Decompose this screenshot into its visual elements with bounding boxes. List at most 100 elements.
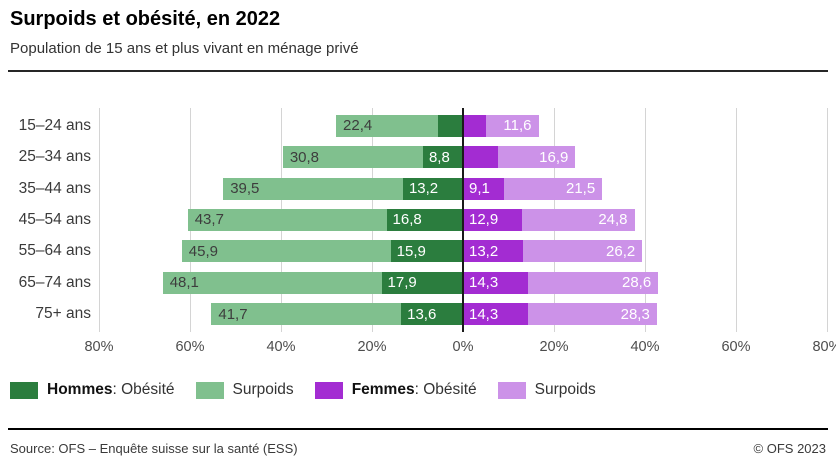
bar-value-label: 28,3 [620, 305, 650, 323]
bar-row: 48,1 17,9 14,3 28,6 [99, 267, 827, 298]
x-tick-label: 0% [452, 339, 474, 355]
bar-value-label: 41,7 [218, 305, 248, 323]
bar-hommes-obesite: 13,2 [402, 177, 463, 200]
bar-value-label: 11,6 [503, 117, 532, 135]
legend-swatch-femmes-surpoids-icon [497, 381, 526, 399]
bar-hommes-obesite: 8,8 [422, 146, 463, 169]
bar-hommes-surpoids: 41,7 [211, 303, 402, 326]
bar-row: 45,9 15,9 13,2 26,2 [99, 236, 827, 267]
gridline [98, 108, 100, 332]
bar-hommes-obesite: 15,9 [390, 240, 463, 263]
bar-rows: 22,4 11,6 30,8 8,8 16,9 39,5 13,2 9,1 21,5 43,7 16… [99, 110, 827, 330]
legend-label: Surpoids [534, 381, 596, 398]
bar-femmes-surpoids: 11,6 [485, 114, 539, 137]
bar-femmes-surpoids: 21,5 [504, 177, 603, 200]
bar-value-label: 45,9 [188, 242, 218, 260]
bar-femmes-surpoids: 24,8 [521, 208, 635, 231]
bar-hommes-surpoids: 45,9 [181, 240, 391, 263]
bar-row: 39,5 13,2 9,1 21,5 [99, 173, 827, 204]
bar-value-label: 24,8 [598, 211, 628, 229]
bar-hommes-surpoids: 22,4 [336, 114, 438, 137]
legend-swatch-hommes-obesite-icon [10, 381, 38, 399]
bar-hommes-obesite: 17,9 [381, 271, 463, 294]
gridline [644, 108, 646, 332]
age-group-label: 35–44 ans [18, 179, 91, 197]
source-text: Source: OFS – Enquête suisse sur la sant… [10, 441, 298, 456]
copyright-text: © OFS 2023 [753, 441, 826, 456]
x-tick-label: 60% [175, 339, 205, 355]
bar-value-label: 12,9 [469, 211, 499, 229]
bar-value-label: 14,3 [469, 305, 499, 323]
age-group-label: 75+ ans [35, 305, 91, 323]
bar-hommes-surpoids: 30,8 [282, 146, 423, 169]
bar-value-label: 43,7 [194, 211, 224, 229]
bar-femmes-surpoids: 28,3 [528, 303, 657, 326]
bar-value-label: 16,8 [392, 211, 422, 229]
bar-femmes-surpoids: 16,9 [498, 146, 576, 169]
age-group-label: 55–64 ans [18, 242, 91, 260]
bar-value-label: 28,6 [621, 274, 652, 292]
bar-femmes-surpoids: 28,6 [528, 271, 659, 294]
age-group-label: 15–24 ans [18, 116, 91, 134]
x-tick-label: 40% [630, 339, 660, 355]
legend-item-hommes-obesite: Hommes: Obésité [10, 381, 175, 399]
bar-femmes-obesite: 9,1 [463, 177, 505, 200]
bar-hommes-surpoids: 48,1 [162, 271, 382, 294]
bar-row: 22,4 11,6 [99, 110, 827, 141]
x-axis-tick-labels: 80% 60% 40% 20% 0% 20% 40% 60% 80% [84, 339, 836, 357]
age-group-label: 65–74 ans [18, 273, 91, 291]
bar-value-label: 16,9 [539, 148, 569, 166]
legend-label: Hommes: Obésité [47, 381, 175, 398]
bar-femmes-obesite: 14,3 [463, 303, 529, 326]
legend-item-femmes-surpoids: Surpoids [497, 381, 596, 399]
legend-item-hommes-surpoids: Surpoids [195, 381, 294, 399]
gridline [735, 108, 737, 332]
bar-value-label: 13,2 [408, 180, 439, 198]
page-title: Surpoids et obésité, en 2022 [10, 8, 281, 30]
legend-swatch-hommes-surpoids-icon [195, 381, 224, 399]
bar-value-label: 22,4 [343, 117, 373, 135]
bar-value-label: 13,6 [407, 305, 437, 323]
bar-hommes-surpoids: 43,7 [187, 208, 387, 231]
x-tick-label: 20% [357, 339, 387, 355]
x-tick-label: 40% [266, 339, 296, 355]
legend: Hommes: Obésité Surpoids Femmes: Obésité… [10, 381, 596, 399]
bar-femmes-surpoids: 26,2 [523, 240, 643, 263]
legend-label: Femmes: Obésité [351, 381, 477, 398]
bar-femmes-obesite [463, 146, 499, 169]
gridline [826, 108, 828, 332]
bar-value-label: 21,5 [566, 180, 596, 198]
zero-axis-line [462, 108, 464, 332]
bar-hommes-surpoids: 39,5 [223, 177, 403, 200]
bar-value-label: 8,8 [428, 148, 450, 166]
bar-value-label: 39,5 [230, 180, 260, 198]
y-axis-category-labels: 15–24 ans 25–34 ans 35–44 ans 45–54 ans 55–6… [0, 110, 91, 330]
footer-divider [8, 428, 828, 430]
age-group-label: 45–54 ans [18, 210, 91, 228]
bar-value-label: 14,3 [469, 274, 499, 292]
bar-row: 43,7 16,8 12,9 24,8 [99, 204, 827, 235]
legend-label: Surpoids [232, 381, 294, 398]
bar-row: 30,8 8,8 16,9 [99, 141, 827, 172]
bar-hommes-obesite: 13,6 [401, 303, 463, 326]
bar-value-label: 17,9 [387, 274, 417, 292]
bar-hommes-obesite: 16,8 [386, 208, 463, 231]
bar-femmes-obesite: 14,3 [463, 271, 529, 294]
bar-value-label: 13,2 [469, 242, 499, 260]
bar-row: 41,7 13,6 14,3 28,3 [99, 299, 827, 330]
legend-item-femmes-obesite: Femmes: Obésité [314, 381, 477, 399]
bar-value-label: 15,9 [396, 242, 426, 260]
header-divider [8, 70, 828, 72]
bar-value-label: 30,8 [289, 148, 320, 166]
bar-value-label: 9,1 [469, 180, 490, 198]
x-tick-label: 20% [539, 339, 569, 355]
bar-value-label: 26,2 [606, 242, 636, 260]
x-tick-label: 60% [721, 339, 751, 355]
bar-femmes-obesite: 12,9 [463, 208, 522, 231]
age-group-label: 25–34 ans [18, 148, 91, 166]
x-tick-label: 80% [84, 339, 114, 355]
bar-hommes-obesite [437, 114, 463, 137]
legend-swatch-femmes-obesite-icon [314, 381, 343, 399]
bar-femmes-obesite [463, 114, 486, 137]
